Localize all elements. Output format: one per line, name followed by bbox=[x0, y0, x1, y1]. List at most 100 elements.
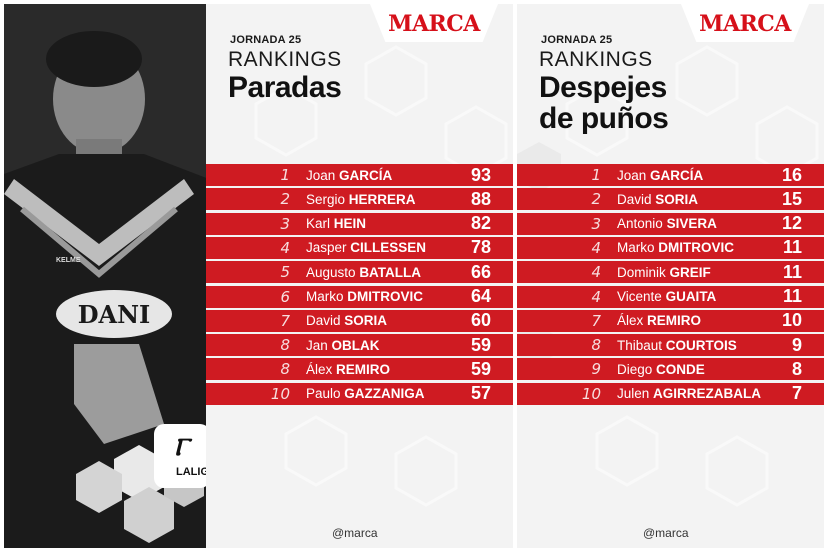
rank-position: 10 bbox=[581, 384, 601, 403]
player-first-name: Álex bbox=[617, 313, 644, 329]
ranking-title: Paradas bbox=[228, 71, 342, 104]
marca-logo: MARCA bbox=[681, 4, 809, 42]
table-row: 1 Joan GARCÍA 93 bbox=[206, 164, 513, 186]
marca-logo-text: MARCA bbox=[388, 11, 480, 37]
player-first-name: Joan bbox=[306, 167, 336, 183]
player-last-name: GREIF bbox=[669, 264, 711, 280]
player-name: Augusto BATALLA bbox=[306, 265, 421, 280]
player-name: Paulo GAZZANIGA bbox=[306, 386, 425, 401]
player-last-name: SORIA bbox=[655, 191, 699, 207]
ranking-title: Despejes de puños bbox=[539, 72, 669, 135]
table-row: 9 Diego CONDE 8 bbox=[517, 358, 824, 381]
rankings-label: RANKINGS bbox=[228, 48, 342, 71]
player-first-name: Álex bbox=[306, 361, 333, 377]
table-row: 8 Thibaut COURTOIS 9 bbox=[517, 334, 824, 357]
player-first-name: Karl bbox=[306, 216, 331, 232]
table-row: 2 David SORIA 15 bbox=[517, 188, 824, 211]
player-name: Joan GARCÍA bbox=[306, 168, 392, 183]
stat-value: 12 bbox=[781, 213, 802, 234]
rank-position: 8 bbox=[591, 336, 601, 355]
rank-position: 8 bbox=[280, 360, 290, 379]
marca-handle: @marca bbox=[332, 526, 378, 540]
player-last-name: GUAITA bbox=[665, 289, 717, 304]
table-row: 7 Álex REMIRO 10 bbox=[517, 309, 824, 332]
player-first-name: Augusto bbox=[306, 264, 356, 280]
player-last-name: HEIN bbox=[333, 216, 367, 232]
rank-position: 7 bbox=[280, 311, 290, 330]
stat-value: 59 bbox=[470, 358, 491, 379]
player-last-name: REMIRO bbox=[647, 313, 702, 329]
player-last-name: CONDE bbox=[656, 361, 705, 377]
rank-position: 4 bbox=[591, 238, 601, 257]
table-row: 10 Julen AGIRREZABALA 7 bbox=[517, 382, 824, 405]
ranking-card-despejes: MARCA JORNADA 25 RANKINGS Despejes de pu… bbox=[517, 4, 824, 548]
player-name: Jasper CILLESSEN bbox=[306, 240, 426, 255]
player-last-name: AGIRREZABALA bbox=[653, 386, 762, 402]
stat-value: 66 bbox=[470, 261, 491, 282]
kit-brand-text: KELME bbox=[56, 257, 81, 264]
player-name: Dominik GREIF bbox=[617, 265, 711, 280]
table-row: 1 Joan GARCÍA 16 bbox=[517, 164, 824, 186]
player-name: Marko DMITROVIC bbox=[306, 289, 423, 304]
stat-value: 78 bbox=[470, 237, 491, 258]
rank-position: 3 bbox=[280, 214, 290, 233]
rank-position: 2 bbox=[280, 190, 290, 209]
player-last-name: GARCÍA bbox=[650, 167, 704, 183]
player-first-name: Marko bbox=[617, 240, 655, 256]
shirt-sponsor-text: DANI bbox=[77, 300, 151, 329]
player-last-name: GAZZANIGA bbox=[344, 386, 425, 402]
jornada-label: JORNADA 25 bbox=[541, 34, 613, 46]
marca-handle: @marca bbox=[643, 526, 689, 540]
right-panel: MARCA JORNADA 25 RANKINGS Despejes de pu… bbox=[517, 4, 824, 548]
player-first-name: Joan bbox=[617, 167, 647, 183]
table-row: 4 Marko DMITROVIC 11 bbox=[517, 236, 824, 259]
player-name: Diego CONDE bbox=[617, 362, 705, 377]
goalkeeper-photo: DANI KELME Ⲅ LALIGA bbox=[4, 4, 209, 548]
stat-value: 10 bbox=[781, 310, 802, 331]
player-last-name: SORIA bbox=[344, 313, 388, 329]
rank-position: 3 bbox=[591, 214, 601, 233]
player-name: Marko DMITROVIC bbox=[617, 240, 734, 255]
stat-value: 82 bbox=[470, 213, 491, 234]
marca-logo: MARCA bbox=[370, 4, 498, 42]
player-first-name: Sergio bbox=[306, 191, 346, 207]
table-row: 10 Paulo GAZZANIGA 57 bbox=[206, 382, 513, 405]
player-first-name: David bbox=[306, 313, 341, 329]
table-row: 4 Vicente GUAITA 11 bbox=[517, 285, 824, 308]
laliga-logo-text: LALIGA bbox=[176, 466, 209, 478]
stat-value: 11 bbox=[782, 261, 802, 282]
player-first-name: David bbox=[617, 191, 652, 207]
ranking-title-line: Paradas bbox=[228, 71, 342, 104]
player-first-name: Antonio bbox=[617, 216, 663, 232]
left-panel: DANI KELME Ⲅ LALIGA MARCA JORNADA 25 RAN… bbox=[4, 4, 513, 548]
player-last-name: SIVERA bbox=[666, 216, 717, 232]
player-name: Sergio HERRERA bbox=[306, 192, 416, 207]
stat-value: 59 bbox=[470, 334, 491, 355]
player-name: Álex REMIRO bbox=[306, 362, 390, 377]
player-name: Thibaut COURTOIS bbox=[617, 338, 737, 353]
table-row: 3 Antonio SIVERA 12 bbox=[517, 212, 824, 235]
player-first-name: Thibaut bbox=[617, 337, 663, 353]
ranking-title-line: de puños bbox=[539, 102, 669, 135]
player-name: David SORIA bbox=[617, 192, 698, 207]
stat-value: 88 bbox=[470, 188, 491, 209]
table-row: 6 Marko DMITROVIC 64 bbox=[206, 285, 513, 308]
player-first-name: Marko bbox=[306, 289, 344, 304]
stat-value: 15 bbox=[781, 188, 802, 209]
laliga-mark-icon: Ⲅ bbox=[174, 434, 189, 461]
stat-value: 60 bbox=[470, 310, 491, 331]
player-last-name: REMIRO bbox=[336, 361, 391, 377]
player-first-name: Jasper bbox=[306, 240, 347, 256]
player-first-name: Jan bbox=[306, 337, 328, 353]
player-last-name: DMITROVIC bbox=[658, 240, 735, 256]
player-name: Karl HEIN bbox=[306, 216, 366, 231]
stat-value: 11 bbox=[782, 286, 802, 306]
table-row: 8 Álex REMIRO 59 bbox=[206, 358, 513, 381]
player-name: Vicente GUAITA bbox=[617, 289, 716, 304]
marca-logo-text: MARCA bbox=[699, 11, 791, 37]
player-name: Julen AGIRREZABALA bbox=[617, 386, 761, 401]
stat-value: 16 bbox=[781, 164, 802, 185]
jornada-label: JORNADA 25 bbox=[230, 34, 302, 46]
table-row: 7 David SORIA 60 bbox=[206, 309, 513, 332]
rank-position: 8 bbox=[280, 336, 290, 355]
